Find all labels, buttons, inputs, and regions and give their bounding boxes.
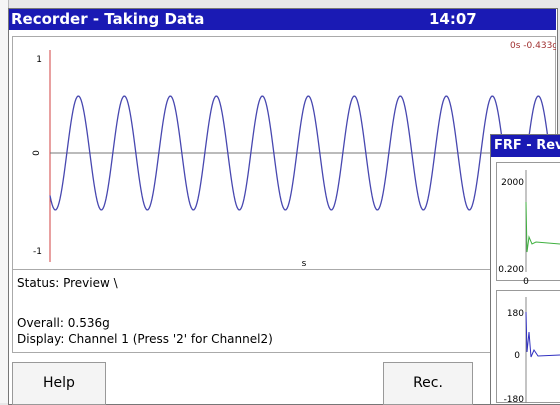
clock: 14:07 bbox=[429, 9, 477, 30]
help-button[interactable]: Help bbox=[12, 362, 106, 405]
recorder-title-bar: Recorder - Taking Data 14:07 bbox=[9, 9, 556, 30]
overall-text: Overall: 0.536g bbox=[17, 316, 110, 330]
frf-plot2-frame bbox=[497, 291, 560, 403]
x-tick-label: 0 bbox=[523, 277, 529, 287]
y-tick-label: 2000 bbox=[501, 178, 524, 188]
frf-title: FRF - Rev bbox=[491, 138, 560, 153]
status-text: Status: Preview \ bbox=[17, 276, 118, 290]
waveform-plot: 0s -0.433g 1 0 -1 s bbox=[12, 36, 556, 270]
y-tick-label: 180 bbox=[507, 309, 524, 319]
recorder-title: Recorder - Taking Data bbox=[11, 9, 204, 30]
x-unit-label: s bbox=[302, 259, 307, 269]
y-tick-label: 0.200 bbox=[498, 265, 524, 275]
record-button[interactable]: Rec. bbox=[383, 362, 473, 405]
y-tick-label: 0 bbox=[514, 351, 520, 361]
y-tick-label: -1 bbox=[33, 247, 42, 257]
cursor-readout: 0s -0.433g bbox=[510, 41, 556, 51]
y-tick-label: 1 bbox=[36, 55, 42, 65]
y-tick-label: -180 bbox=[504, 395, 525, 403]
status-panel: Status: Preview \ Overall: 0.536g Displa… bbox=[12, 270, 558, 353]
y-tick-label: 0 bbox=[32, 150, 42, 156]
frf-title-bar: FRF - Rev bbox=[491, 135, 560, 157]
frf-plots: 2000 0.200 0 180 0 -180 bbox=[496, 162, 560, 403]
display-text: Display: Channel 1 (Press '2' for Channe… bbox=[17, 332, 273, 346]
